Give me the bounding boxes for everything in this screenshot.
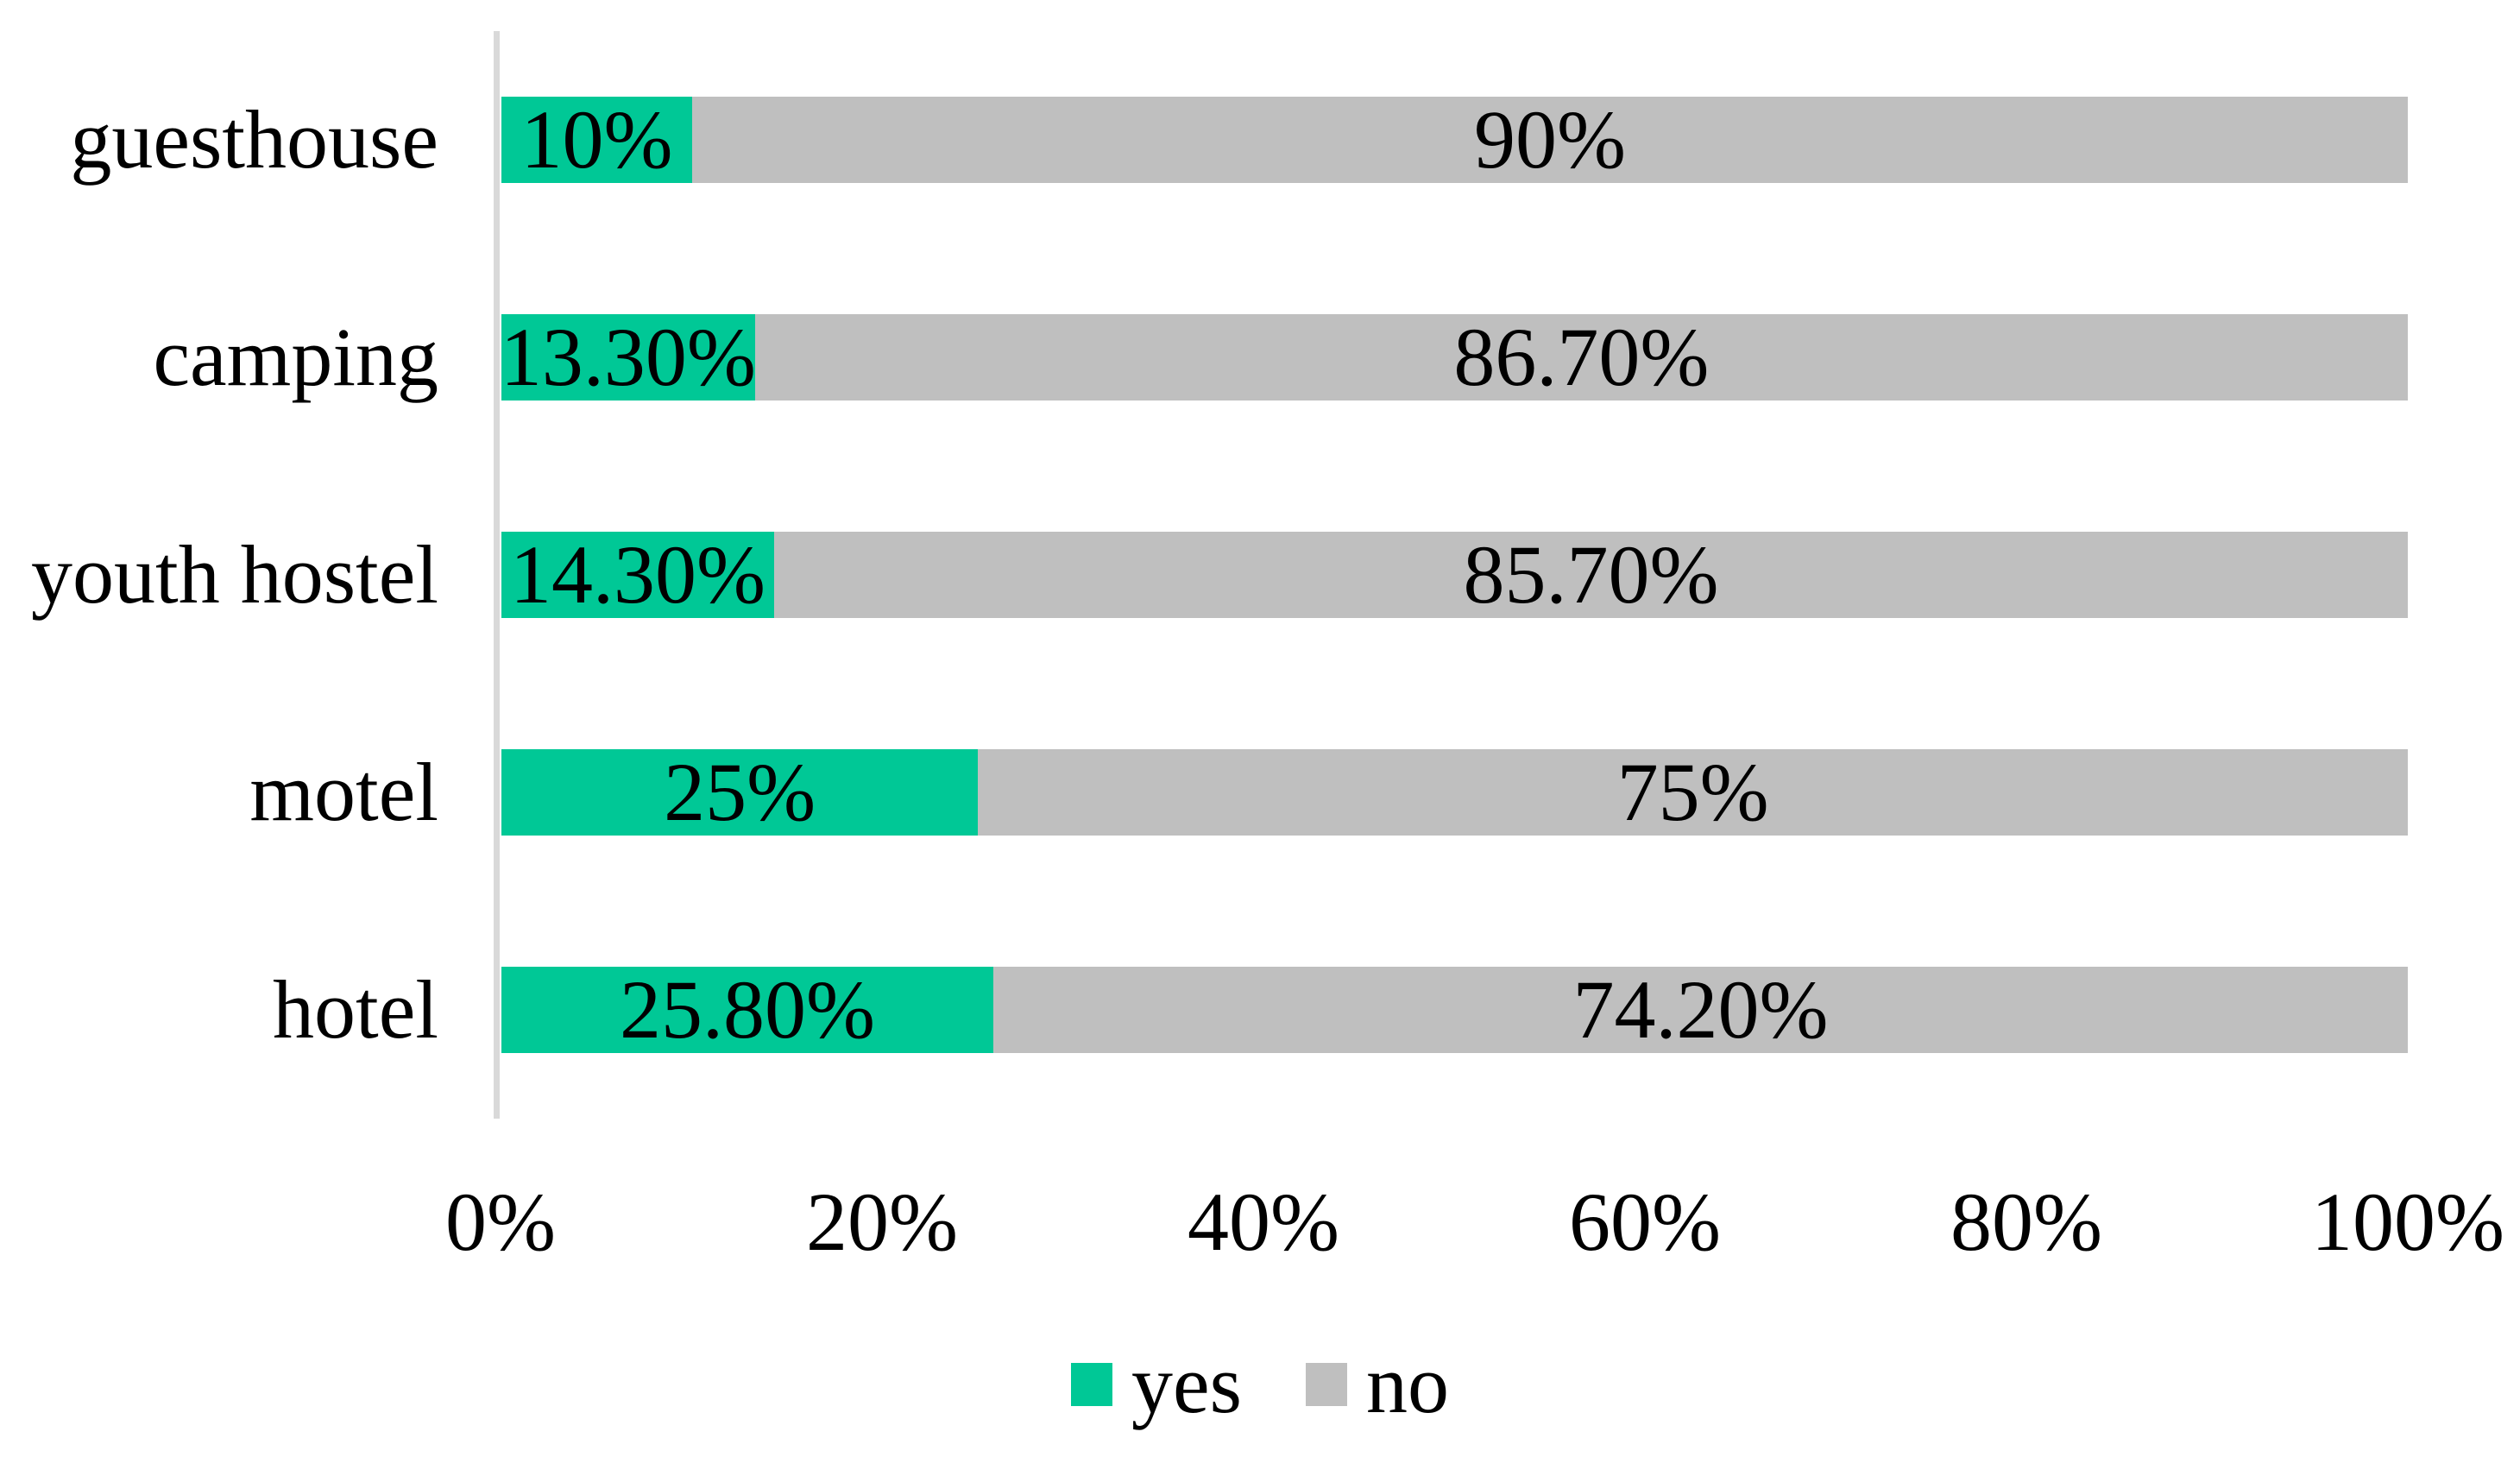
bar-segment-no: 90% — [691, 93, 2408, 186]
bar-segment-yes: 13.30% — [500, 311, 756, 403]
stacked-bar: 10% 90% — [501, 97, 2408, 183]
x-tick-label: 80% — [1950, 1176, 2102, 1268]
category-label: motel — [249, 746, 438, 838]
segment-value-label: 75% — [1616, 746, 1769, 838]
segment-value-label: 25.80% — [619, 963, 875, 1056]
legend-item-yes: yes — [1071, 1343, 1242, 1426]
segment-value-label: 90% — [1473, 93, 1626, 186]
x-tick-label: 20% — [806, 1176, 958, 1268]
bar-segment-yes: 25.80% — [501, 967, 993, 1053]
legend-swatch-yes-icon — [1071, 1363, 1113, 1406]
legend-label: no — [1365, 1338, 1449, 1430]
category-axis-labels: guesthouse camping youth hostel motel ho… — [0, 31, 438, 1119]
segment-value-label: 74.20% — [1572, 963, 1829, 1056]
segment-value-label: 85.70% — [1463, 528, 1719, 621]
segment-value-label: 10% — [520, 93, 673, 186]
category-label: youth hostel — [31, 528, 438, 621]
x-axis-tick-labels: 0% 20% 40% 60% 80% 100% — [0, 1181, 2520, 1267]
bar-segment-yes: 10% — [501, 97, 692, 183]
segment-value-label: 14.30% — [509, 528, 765, 621]
legend-label: yes — [1131, 1338, 1242, 1430]
bar-segment-yes: 14.30% — [501, 532, 774, 618]
bar-row: 25% 75% — [501, 684, 2408, 901]
segment-value-label: 86.70% — [1453, 311, 1710, 403]
category-label: hotel — [273, 963, 438, 1056]
x-tick-label: 0% — [445, 1176, 556, 1268]
bar-segment-no: 86.70% — [754, 311, 2408, 403]
x-tick-label: 60% — [1569, 1176, 1721, 1268]
bar-segment-no: 75% — [978, 749, 2408, 836]
bar-row: 13.30% 86.70% — [501, 249, 2408, 466]
y-axis-line — [494, 31, 500, 1119]
stacked-bar: 25.80% 74.20% — [501, 967, 2408, 1053]
stacked-bar: 14.30% 85.70% — [501, 532, 2408, 618]
x-tick-label: 40% — [1188, 1176, 1339, 1268]
bar-segment-yes: 25% — [501, 746, 979, 838]
bar-row: 10% 90% — [501, 31, 2408, 249]
plot-area: 10% 90% 13.30% 86.70% 14.30% 85.70% 25% … — [501, 31, 2408, 1119]
bar-row: 14.30% 85.70% — [501, 466, 2408, 684]
x-tick-label: 100% — [2311, 1176, 2504, 1268]
stacked-bar: 13.30% 86.70% — [501, 314, 2408, 401]
stacked-bar: 25% 75% — [501, 749, 2408, 836]
bar-row: 25.80% 74.20% — [501, 901, 2408, 1119]
category-label: guesthouse — [70, 93, 438, 186]
bar-segment-no: 74.20% — [992, 963, 2408, 1056]
segment-value-label: 25% — [664, 746, 816, 838]
bar-segment-no: 85.70% — [773, 528, 2408, 621]
legend-item-no: no — [1305, 1338, 1449, 1430]
category-label: camping — [153, 311, 438, 403]
chart-legend: yes no — [0, 1343, 2520, 1426]
segment-value-label: 13.30% — [500, 311, 756, 403]
legend-swatch-no-icon — [1305, 1363, 1347, 1406]
